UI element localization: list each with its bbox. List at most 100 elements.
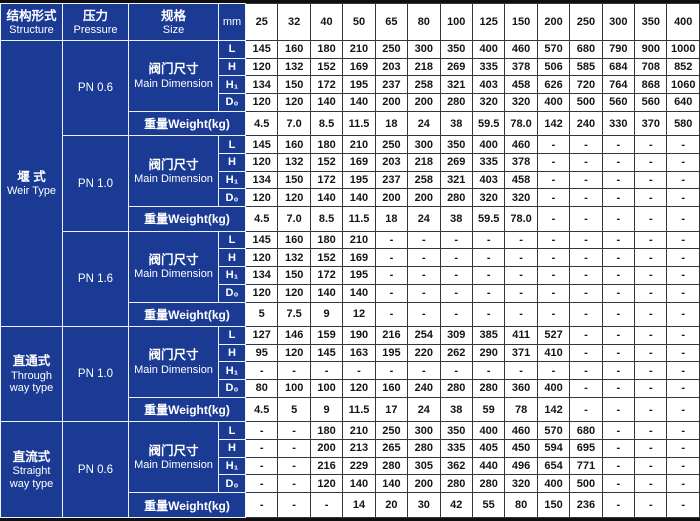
value-cell: 280 — [439, 188, 473, 208]
value-cell: - — [634, 474, 668, 494]
weight-value-cell: 150 — [536, 492, 571, 518]
header-row: 结构形式 Structure 压力 Pressure 规格 Size mm 25… — [0, 3, 700, 41]
value-cell: - — [536, 283, 571, 303]
table-row: 直通式 Through way type PN 1.0 阀门尺寸 Main Dimens… — [0, 326, 700, 423]
value-cell: - — [601, 474, 636, 494]
value-cell: 309 — [439, 326, 473, 345]
value-cell: 120 — [244, 93, 279, 112]
value-cell: - — [277, 474, 311, 494]
main-dimension-label-en: Main Dimension — [134, 363, 213, 376]
value-cell: 200 — [309, 439, 344, 458]
dim-label-cell: L — [218, 421, 246, 441]
structure-label-en: Through way type — [9, 369, 54, 395]
structure-cell: 堰 式 Weir Type — [0, 39, 63, 328]
value-cell: - — [439, 248, 473, 268]
value-cell: - — [407, 283, 441, 303]
value-cell: - — [666, 170, 700, 190]
value-cell: - — [634, 379, 668, 398]
table-header: 结构形式 Structure 压力 Pressure 规格 Size mm 25… — [0, 3, 700, 41]
table-row: 直流式 Straight way type PN 0.6 阀门尺寸 Main Dimen… — [0, 421, 700, 518]
value-cell: 210 — [342, 135, 376, 155]
value-cell: 506 — [536, 57, 571, 77]
value-cell: - — [244, 439, 279, 458]
value-cell: 216 — [309, 456, 344, 476]
value-cell: 120 — [277, 93, 311, 112]
value-cell: - — [439, 283, 473, 303]
value-cell: - — [634, 153, 668, 172]
value-cell: - — [569, 379, 603, 398]
weight-value-cell: - — [471, 301, 506, 328]
dim-label-cell: L — [218, 135, 246, 155]
weight-value-cell: 14 — [342, 492, 376, 518]
value-cell: - — [504, 283, 538, 303]
header-size: 规格 Size — [128, 3, 219, 41]
value-cell: 269 — [439, 57, 473, 77]
value-cell: - — [634, 248, 668, 268]
table-row: H 120 132 152 169 203 218 269 335 378 506 585 684 708… — [1, 57, 700, 77]
value-cell: 213 — [342, 439, 376, 458]
weight-value-cell: - — [601, 301, 636, 328]
value-cell: - — [634, 326, 668, 345]
value-cell: 570 — [536, 421, 571, 441]
value-cell: 220 — [407, 343, 441, 363]
weight-value-cell: 11.5 — [342, 396, 376, 423]
value-cell: 150 — [277, 170, 311, 190]
value-cell: 218 — [407, 57, 441, 77]
value-cell: 160 — [277, 40, 311, 59]
value-cell: 411 — [504, 326, 538, 345]
value-cell: - — [504, 266, 538, 285]
value-cell: 180 — [309, 135, 344, 155]
header-size-350: 350 — [634, 3, 668, 41]
value-cell: 335 — [471, 57, 506, 77]
header-pressure: 压力 Pressure — [62, 3, 129, 41]
main-dimension-label-en: Main Dimension — [134, 459, 213, 472]
value-cell: 120 — [244, 283, 279, 303]
value-cell: 127 — [244, 326, 279, 345]
weight-value-cell: - — [309, 492, 344, 518]
weight-value-cell: 240 — [569, 110, 603, 137]
value-cell: - — [601, 248, 636, 268]
value-cell: 280 — [439, 379, 473, 398]
weight-value-cell: 24 — [407, 206, 441, 232]
value-cell: 134 — [244, 170, 279, 190]
value-cell: - — [666, 361, 700, 381]
value-cell: - — [277, 361, 311, 381]
value-cell: - — [504, 248, 538, 268]
pressure-cell: PN 1.6 — [62, 230, 129, 328]
header-size-25: 25 — [244, 3, 279, 41]
value-cell: 500 — [569, 93, 603, 112]
value-cell: 450 — [504, 439, 538, 458]
main-dimension-label-en: Main Dimension — [134, 173, 213, 186]
value-cell: 203 — [374, 153, 409, 172]
weight-value-cell: 4.5 — [244, 206, 279, 232]
main-dimension-label-en: Main Dimension — [134, 268, 213, 281]
value-cell: - — [439, 361, 473, 381]
weight-value-cell: - — [634, 396, 668, 423]
value-cell: 237 — [374, 75, 409, 95]
value-cell: - — [569, 248, 603, 268]
value-cell: - — [374, 361, 409, 381]
value-cell: - — [666, 248, 700, 268]
value-cell: 169 — [342, 57, 376, 77]
value-cell: - — [601, 153, 636, 172]
dim-label-cell: H₁ — [218, 456, 246, 476]
pressure-cell: PN 0.6 — [62, 39, 129, 137]
value-cell: 172 — [309, 266, 344, 285]
value-cell: 145 — [244, 40, 279, 59]
weight-value-cell: 78.0 — [504, 110, 538, 137]
value-cell: - — [309, 361, 344, 381]
value-cell: 200 — [407, 188, 441, 208]
table-row: D₀ 80 100 100 120 160 240 280 280 360 400- - - - — [1, 379, 700, 398]
table-row: PN 1.0 阀门尺寸 Main Dimension L 145 160 180 210 250… — [1, 135, 700, 232]
value-cell: - — [471, 230, 506, 250]
table-row: D₀ 120 120 140 140 200 200 280 320 320 400 500 560 56… — [1, 93, 700, 112]
value-cell: - — [277, 456, 311, 476]
weight-value-cell: - — [634, 301, 668, 328]
header-unit-mm: mm — [218, 3, 246, 41]
weight-value-cell: 59.5 — [471, 110, 506, 137]
value-cell: 594 — [536, 439, 571, 458]
weight-value-cell: 370 — [634, 110, 668, 137]
pressure-cell: PN 1.0 — [62, 326, 129, 423]
weight-value-cell: 7.0 — [277, 110, 311, 137]
value-cell: - — [504, 361, 538, 381]
